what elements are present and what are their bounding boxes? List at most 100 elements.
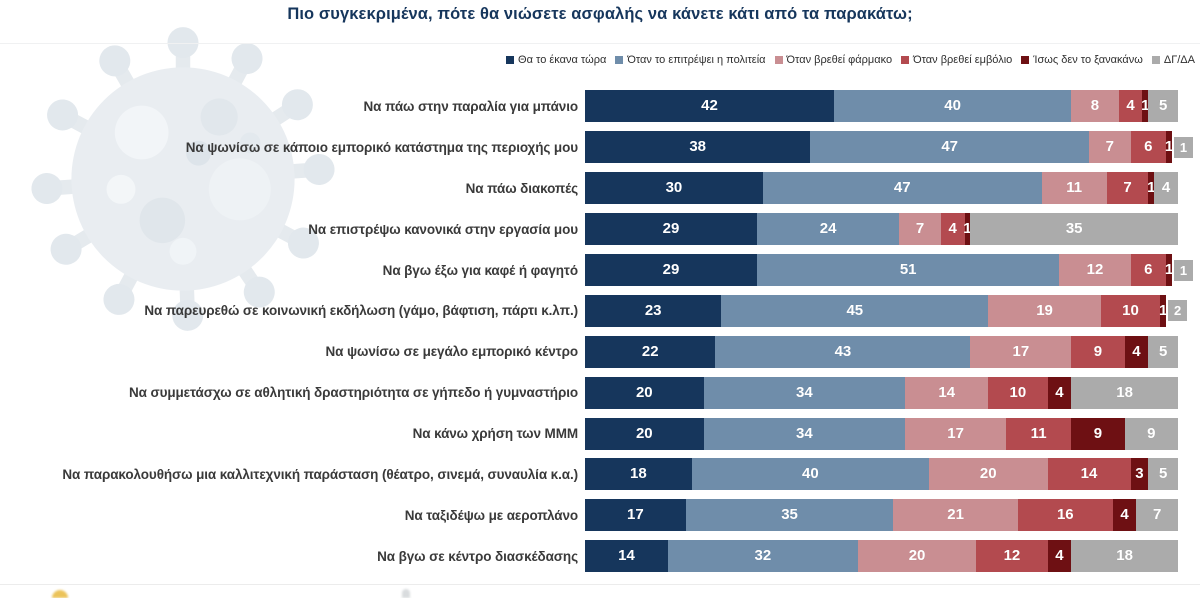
bar-segment: 20 [857,540,977,573]
bar-track: 29 51 12 6 1 1 [585,254,1194,286]
category-label: Να πάω διακοπές [465,180,578,196]
bar-segment: 8 [1071,90,1119,123]
bar-value: 17 [1012,342,1030,360]
category-label: Να επιστρέψω κανονικά στην εργασία μου [308,221,578,237]
bar-value: 43 [834,342,852,360]
bar-value: 24 [819,219,837,237]
bar-value: 29 [662,260,680,278]
bar-segment: 6 [1130,254,1167,286]
legend-item-0: Θα το έκανα τώρα [506,54,606,66]
bar-segment: 4 [1154,172,1178,205]
chart-row: Να συμμετάσχω σε αθλητική δραστηριότητα … [0,372,1200,413]
bar-value: 14 [938,383,956,401]
bar-track: 20 34 14 10 4 18 [585,376,1178,409]
bar-value: 12 [1003,547,1021,565]
bar-value: 4 [1055,547,1064,565]
category-label: Να βγω έξω για καφέ ή φαγητό [382,262,578,278]
bar-segment: 1 [1159,294,1167,327]
bar-segment: 6 [1130,131,1167,164]
chart-row: Να παρευρεθώ σε κοινωνική εκδήλωση (γάμο… [0,290,1200,331]
bar-track: 18 40 20 14 3 5 [585,458,1178,491]
legend-swatch-icon [901,56,910,64]
bar-segment: 32 [668,540,858,573]
category-label: Να παρευρεθώ σε κοινωνική εκδήλωση (γάμο… [144,303,578,319]
bar-callout-value: 1 [1174,136,1194,158]
bar-value: 4 [1132,342,1141,360]
bar-value: 30 [665,179,683,197]
legend-item-5: ΔΓ/ΔΑ [1151,54,1195,66]
bar-segment: 1 [963,213,972,246]
bar-segment: 5 [1148,335,1178,368]
bar-value: 11 [1030,424,1047,442]
bar-segment: 22 [585,335,716,368]
bar-segment: 17 [970,335,1072,368]
bar-value: 18 [630,465,647,483]
bar-segment: 10 [1100,294,1161,327]
bar-segment: 7 [1106,172,1149,205]
coronavirus-icon [28,24,338,334]
bar-segment: 1 [1164,131,1174,164]
bar-value: 11 [1066,179,1083,197]
bar-segment: 20 [585,417,704,450]
bar-value: 7 [1153,506,1162,524]
legend-label: Ίσως δεν το ξανακάνω [1033,54,1143,66]
bar-segment: 18 [1071,376,1178,409]
bar-segment: 51 [756,254,1060,286]
bar-value: 4 [1055,383,1064,401]
bar-segment: 9 [1124,417,1178,450]
bar-value: 20 [979,465,997,483]
bar-value: 35 [781,506,798,524]
chart-row: Να ταξιδέψω με αεροπλάνο 17 35 21 16 4 7 [0,495,1200,536]
bar-value: 20 [635,424,653,442]
bar-value: 14 [1080,465,1098,483]
bar-segment: 29 [585,254,757,286]
bar-segment: 1 [1147,172,1155,205]
bar-value: 14 [618,547,635,565]
category-label: Να κάνω χρήση των ΜΜΜ [412,426,579,442]
legend-swatch-icon [774,56,783,64]
bar-segment: 38 [585,131,811,164]
bar-segment: 1 [1164,254,1174,286]
bar-segment: 3 [1130,458,1149,491]
bar-segment: 11 [1041,172,1107,205]
bar-segment: 4 [1047,540,1072,573]
bar-value: 9 [1147,424,1156,442]
bar-value: 10 [1009,383,1027,401]
bar-value: 20 [635,383,653,401]
bar-value: 5 [1158,342,1168,360]
bar-track: 17 35 21 16 4 7 [585,499,1178,532]
bar-segment: 42 [585,90,835,123]
category-label: Να ταξιδέψω με αεροπλάνο [404,507,578,523]
bar-value: 5 [1158,97,1168,115]
bar-segment: 40 [691,458,929,491]
bar-track: 23 45 19 10 1 2 [585,294,1188,327]
bar-value: 38 [689,138,706,156]
bar-value: 1 [1164,260,1174,278]
stacked-bar-chart: Να πάω στην παραλία για μπάνιο 42 40 8 4 1 5 Να… [0,86,1200,577]
bar-segment: 1 [1141,90,1150,123]
bar-value: 35 [1065,219,1083,237]
chart-row: Να πάω στην παραλία για μπάνιο 42 40 8 4 1 5 [0,86,1200,127]
bar-segment: 24 [756,213,900,246]
bar-value: 1 [1164,138,1174,156]
bar-segment: 7 [1089,131,1131,164]
bar-value: 7 [915,219,925,237]
bar-value: 21 [947,506,964,524]
page-title: Πιο συγκεκριμένα, πότε θα νιώσετε ασφαλή… [287,5,913,23]
bar-value: 34 [796,424,813,442]
bar-value: 47 [893,179,911,197]
legend-item-1: Όταν το επιτρέψει η πολιτεία [615,54,766,66]
bar-segment: 35 [685,499,894,532]
bar-track: 42 40 8 4 1 5 [585,90,1178,123]
bar-value: 18 [1116,383,1133,401]
bar-segment: 34 [703,376,906,409]
chart-row: Να κάνω χρήση των ΜΜΜ 20 34 17 11 9 9 [0,413,1200,454]
category-label: Να πάω στην παραλία για μπάνιο [363,98,578,114]
chart-row: Να ψωνίσω σε κάποιο εμπορικό κατάστημα τ… [0,127,1200,168]
bar-segment: 10 [988,376,1048,409]
bar-value: 29 [662,219,680,237]
legend-item-4: Ίσως δεν το ξανακάνω [1021,54,1143,66]
cutoff-logo-fragment [402,589,410,598]
bar-segment: 20 [928,458,1048,491]
title-divider [0,43,1200,44]
